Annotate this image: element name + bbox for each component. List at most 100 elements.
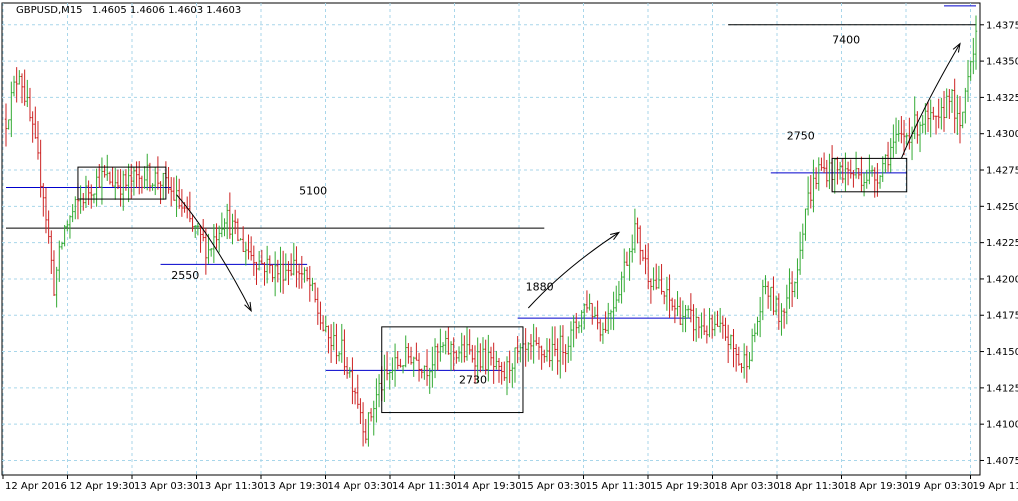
y-tick-label: 1.4250 [986, 202, 1018, 213]
ohlc-bar [71, 204, 73, 222]
ohlc-bar [764, 275, 766, 294]
ohlc-bar [626, 252, 628, 266]
ohlc-bar [322, 315, 324, 331]
ohlc-bar [972, 38, 974, 74]
ohlc-bar [658, 266, 660, 289]
ohlc-bar [618, 281, 620, 303]
ohlc-bar [567, 336, 569, 363]
ohlc-bar [636, 218, 638, 244]
ohlc-bar [146, 154, 148, 191]
ohlc-bar [562, 325, 564, 365]
ohlc-bar [676, 291, 678, 316]
ohlc-bar [197, 223, 199, 236]
x-tick-label: 19 Apr 11:30 [973, 481, 1018, 492]
ohlc-bar [914, 96, 916, 139]
ohlc-bar [468, 329, 470, 354]
ohlc-bar [210, 248, 212, 257]
ohlc-bar [258, 251, 260, 271]
y-axis: 1.43751.43501.43251.43001.42751.42501.42… [980, 20, 1018, 467]
ohlc-bar [373, 401, 375, 436]
ohlc-bar [730, 335, 732, 350]
ohlc-bar [826, 160, 828, 187]
ohlc-bar [437, 344, 439, 371]
ohlc-bar [29, 88, 31, 121]
ohlc-bar [772, 276, 774, 315]
ohlc-bar [157, 156, 159, 189]
ohlc-bar [263, 262, 265, 286]
ohlc-bar [39, 140, 41, 198]
ohlc-bar [887, 142, 889, 172]
ohlc-bar [892, 124, 894, 157]
ohlc-bar [839, 162, 841, 180]
ohlc-bar [487, 335, 489, 382]
ohlc-bar [151, 183, 153, 191]
ohlc-bar [109, 172, 111, 185]
ohlc-bar [871, 165, 873, 176]
ohlc-bar [514, 348, 516, 383]
ohlc-bar [783, 308, 785, 328]
ohlc-bar [874, 167, 876, 197]
y-tick-label: 1.4325 [986, 93, 1018, 104]
ohlc-bar [279, 247, 281, 293]
ohlc-bar [756, 317, 758, 336]
ohlc-bar [444, 331, 446, 355]
ohlc-bar [274, 251, 276, 296]
plot-frame [2, 3, 980, 475]
ohlc-bar [114, 168, 116, 200]
ohlc-bar [21, 73, 23, 103]
ohlc-bar [495, 351, 497, 370]
y-tick-label: 1.4125 [986, 383, 1018, 394]
ohlc-bar [511, 363, 513, 388]
ohlc-bar [394, 344, 396, 387]
ohlc-bar [961, 112, 963, 128]
ohlc-bar [31, 111, 33, 142]
ohlc-bar [429, 368, 431, 394]
ohlc-bar [133, 167, 135, 196]
ohlc-bar [959, 96, 961, 143]
ohlc-bar [338, 352, 340, 362]
ohlc-bar [591, 303, 593, 324]
ohlc-bar [828, 154, 830, 189]
ohlc-bar [916, 111, 918, 144]
ohlc-bar [644, 245, 646, 275]
ohlc-bar [767, 281, 769, 308]
ohlc-bar [714, 312, 716, 337]
ohlc-bar [479, 343, 481, 372]
ohlc-bar [101, 158, 103, 205]
ohlc-bar [463, 335, 465, 362]
x-tick-label: 13 Apr 03:30 [134, 481, 199, 492]
chart-header: GBPUSD,M15 1.4605 1.4606 1.4603 1.4603 [16, 5, 241, 16]
x-tick-label: 18 Apr 11:30 [779, 481, 844, 492]
ohlc-bar [506, 356, 508, 395]
ohlc-bar [751, 329, 753, 362]
ohlc-bar [407, 343, 409, 364]
ohlc-bar [221, 213, 223, 238]
ohlc-bar [780, 303, 782, 336]
ohlc-bar [804, 209, 806, 241]
ohlc-bar [524, 328, 526, 367]
ohlc-bar [303, 267, 305, 282]
ohlc-bar [423, 365, 425, 379]
ohlc-bar [951, 89, 953, 113]
y-tick-label: 1.4175 [986, 311, 1018, 322]
ohlc-bar [386, 352, 388, 381]
ohlc-bar [93, 194, 95, 204]
ohlc-bar [285, 253, 287, 280]
ohlc-bar [967, 60, 969, 102]
ohlc-bar [687, 305, 689, 318]
ohlc-bar [106, 155, 108, 181]
ohlc-bar [484, 340, 486, 375]
ohlc-bar [818, 157, 820, 190]
ohlc-bar [455, 350, 457, 363]
x-tick-label: 15 Apr 11:30 [586, 481, 651, 492]
y-tick-label: 1.4075 [986, 456, 1018, 467]
ohlc-bar [66, 221, 68, 232]
ohlc-bar [365, 419, 367, 443]
ohlc-bar [298, 264, 300, 289]
level-lines [6, 6, 976, 371]
ohlc-bar [98, 164, 100, 188]
ohlc-bar [860, 157, 862, 192]
arrow-head [953, 44, 960, 53]
ohlc-bar [634, 209, 636, 253]
ohlc-bar [564, 344, 566, 372]
